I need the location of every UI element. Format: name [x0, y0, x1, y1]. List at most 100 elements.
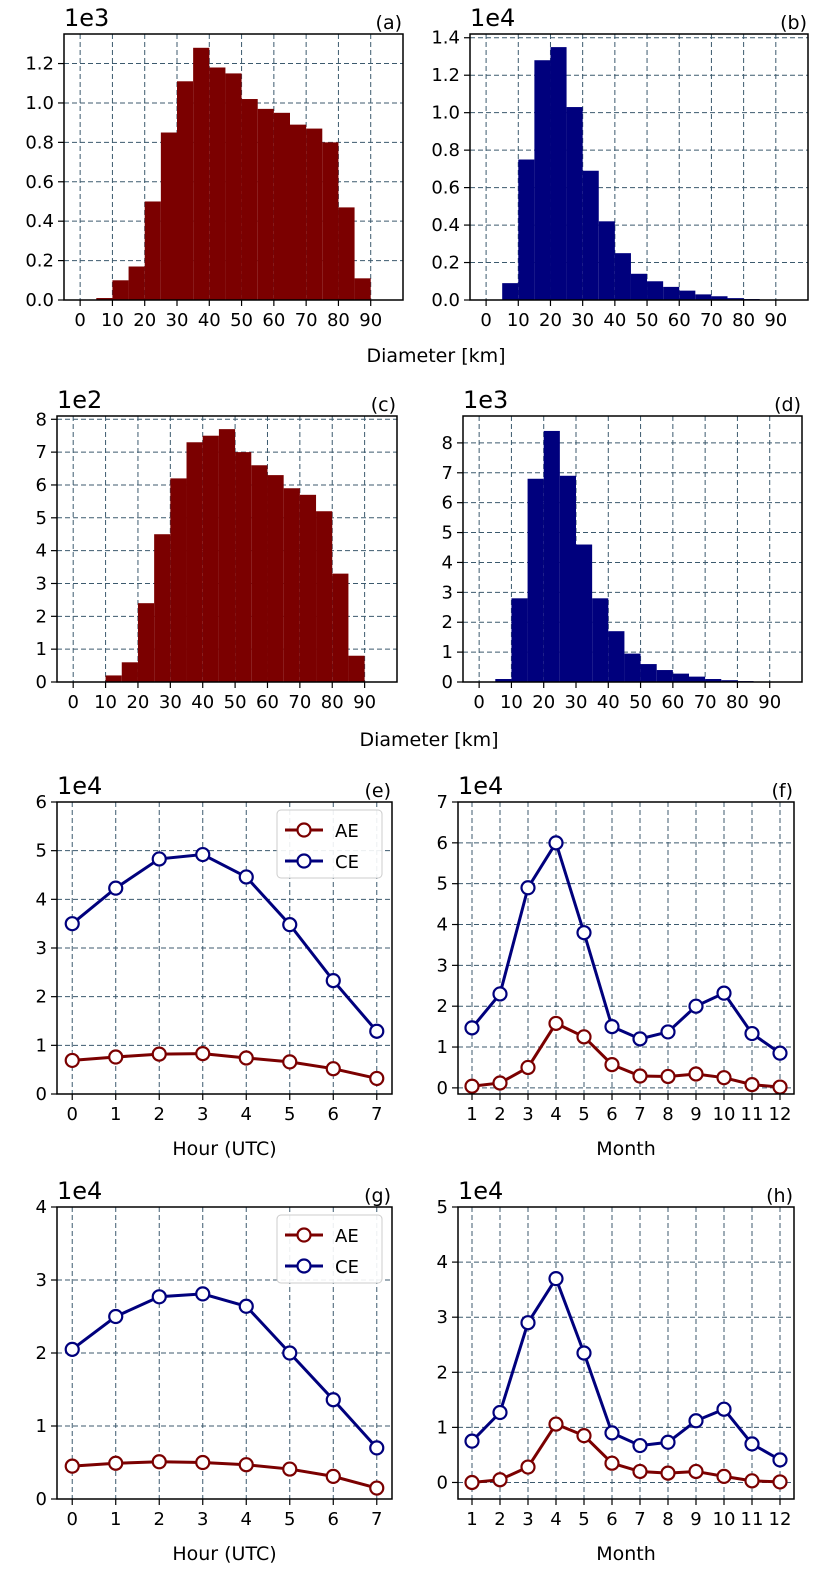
x-tick-label: 10: [713, 1104, 736, 1125]
histogram-bar: [527, 478, 544, 682]
data-point-ce: [282, 917, 298, 933]
x-tick-label: 8: [662, 1509, 673, 1530]
legend-marker-ce: [296, 853, 312, 869]
histogram-bar: [672, 673, 689, 682]
histogram-bar: [105, 675, 122, 682]
histogram-bar: [495, 679, 512, 682]
histogram-bar: [218, 429, 236, 682]
x-tick-label: 70: [288, 692, 311, 713]
panel-tag: (h): [766, 1185, 793, 1207]
x-tick-label: 10: [101, 310, 124, 331]
histogram-bar: [348, 655, 365, 682]
x-tick-label: 90: [758, 692, 781, 713]
data-point-ae: [195, 1046, 211, 1062]
y-tick-label: 7: [36, 442, 47, 463]
panel-tag: (d): [774, 394, 801, 416]
histogram-bar: [202, 435, 219, 682]
y-tick-label: 2: [437, 1362, 448, 1383]
data-point-ae: [195, 1454, 211, 1471]
panels: 0 10 20 30 40 50 60 70 80 900.00.20.40.60.81.01.2…: [25, 4, 809, 1565]
x-tick-label: 10: [713, 1509, 736, 1530]
data-point-ae: [576, 1029, 592, 1045]
chart-panel-g: 0 1 2 3 4 5 6 7 0 1 2 3 4 Hour (UTC) AE CE 1e4 (g): [36, 1177, 393, 1565]
data-point-ce: [744, 1436, 760, 1452]
x-tick-label: 6: [328, 1104, 339, 1125]
x-tick-label: 10: [94, 692, 117, 713]
y-tick-label: 0.6: [431, 178, 460, 199]
histogram-bar: [235, 452, 252, 682]
x-tick-label: 5: [578, 1104, 589, 1125]
legend-box: [276, 809, 383, 879]
x-tick-label: 60: [668, 310, 691, 331]
data-point-ce: [604, 1425, 620, 1441]
data-point-ce: [688, 998, 704, 1014]
axes-frame: [457, 1206, 795, 1500]
data-point-ae: [716, 1070, 732, 1086]
legend-label-ae: AE: [335, 821, 359, 842]
histogram-bar: [273, 112, 290, 300]
data-point-ae: [576, 1428, 592, 1444]
histogram-bar: [679, 290, 696, 300]
data-point-ce: [325, 1392, 341, 1408]
histogram-bar: [283, 488, 300, 682]
x-tick-label: 2: [494, 1104, 505, 1125]
data-point-ae: [369, 1480, 385, 1496]
data-point-ce: [64, 916, 80, 932]
y-tick-label: 1: [36, 1035, 47, 1056]
x-tick-label: 80: [732, 310, 755, 331]
data-point-ce: [108, 1308, 124, 1325]
data-point-ae: [108, 1455, 124, 1471]
histogram-bar: [170, 478, 187, 682]
y-tick-label: 6: [36, 792, 47, 813]
histogram-bar: [534, 60, 551, 300]
panel-tag: (b): [780, 12, 807, 34]
histogram-bar: [647, 281, 664, 300]
y-tick-label: 1.4: [431, 28, 460, 49]
histogram-bar: [502, 283, 519, 300]
x-tick-label: 50: [629, 692, 652, 713]
histogram-bar: [689, 676, 706, 682]
data-point-ae: [744, 1077, 760, 1093]
x-tick-label: 9: [690, 1104, 701, 1125]
x-tick-label: 4: [241, 1104, 252, 1125]
x-tick-label: 6: [328, 1509, 339, 1530]
histogram-bar: [251, 465, 268, 682]
data-point-ce: [464, 1433, 480, 1449]
data-point-ce: [576, 925, 592, 941]
data-point-ae: [492, 1075, 508, 1091]
data-point-ae: [772, 1079, 788, 1095]
histogram-bar: [614, 253, 631, 300]
data-point-ce: [716, 1401, 732, 1417]
scale-factor-label: 1e4: [57, 772, 102, 800]
x-tick-label: 90: [353, 692, 376, 713]
chart-panel-a: 0 10 20 30 40 50 60 70 80 90 0.0 0.2 0.4 0.6 0.8 1.0 1.2…: [25, 4, 404, 331]
x-tick-label: 70: [295, 310, 318, 331]
axes-frame: [462, 415, 803, 683]
histogram-bar: [592, 598, 609, 682]
histogram-bar: [663, 286, 680, 300]
x-tick-label: 0: [67, 692, 78, 713]
y-tick-label: 2: [437, 996, 448, 1017]
chart-panel-d: 0 10 20 30 40 50 60 70 80 90 0 1 2 3 4 5 6 7 8 1e3 (d): [442, 386, 803, 713]
legend-label-ae: AE: [335, 1226, 359, 1247]
chart-panel-b: 0 10 20 30 40 50 60 70 80 90 0.0 0.2 0.4 0.6 0.8 1.0 1.2…: [431, 4, 809, 331]
histogram-bar: [695, 294, 712, 300]
histogram-bar: [518, 159, 535, 300]
y-tick-label: 1.0: [25, 93, 54, 114]
x-tick-label: 6: [606, 1509, 617, 1530]
data-point-ae: [151, 1454, 167, 1470]
data-point-ce: [660, 1434, 676, 1450]
panel-tag: (a): [376, 12, 402, 34]
y-tick-label: 2: [36, 1343, 47, 1364]
y-tick-label: 5: [36, 508, 47, 529]
data-point-ce: [660, 1024, 676, 1040]
histogram-bar: [630, 273, 648, 300]
y-tick-label: 0.6: [25, 172, 54, 193]
y-tick-label: 1: [437, 1037, 448, 1058]
data-point-ae: [464, 1474, 480, 1491]
x-tick-label: 20: [532, 692, 555, 713]
x-tick-label: 60: [256, 692, 279, 713]
y-tick-label: 0.4: [431, 215, 460, 236]
y-tick-label: 4: [36, 1197, 47, 1218]
